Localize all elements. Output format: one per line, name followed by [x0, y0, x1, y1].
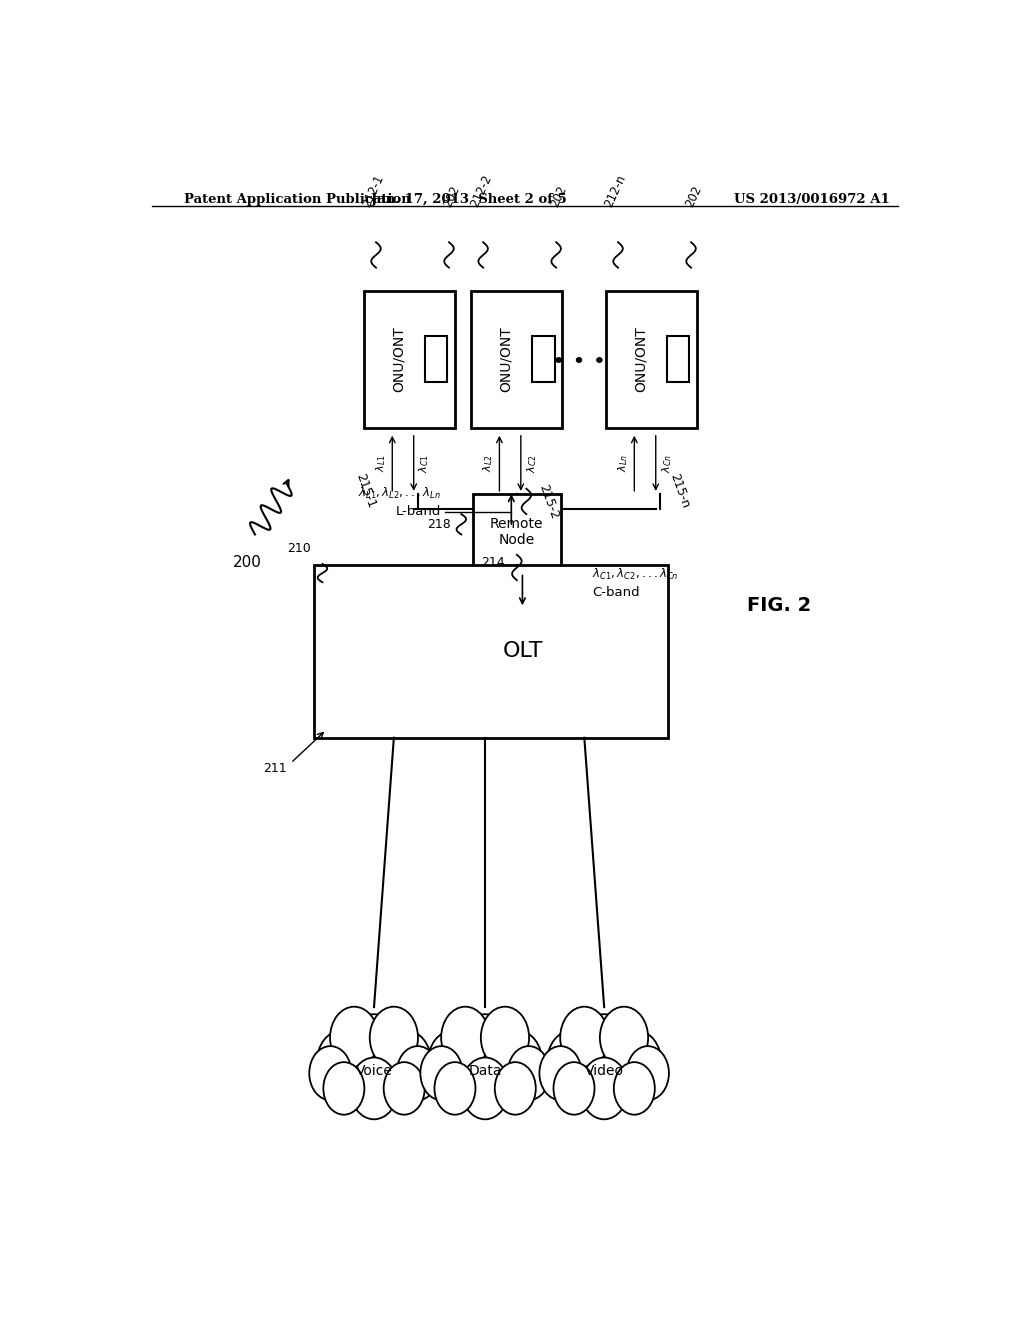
Circle shape: [421, 1047, 463, 1100]
Bar: [314, 565, 668, 738]
Text: Patent Application Publication: Patent Application Publication: [183, 193, 411, 206]
Circle shape: [574, 1014, 634, 1092]
Text: US 2013/0016972 A1: US 2013/0016972 A1: [734, 193, 890, 206]
Circle shape: [600, 1007, 648, 1068]
Text: 211: 211: [263, 762, 287, 775]
Text: $\lambda_{Ln}$: $\lambda_{Ln}$: [616, 454, 631, 473]
Text: 215-n: 215-n: [668, 473, 692, 511]
Bar: [471, 290, 562, 428]
Circle shape: [428, 1030, 479, 1096]
Circle shape: [309, 1047, 351, 1100]
Ellipse shape: [323, 1024, 426, 1101]
Bar: [606, 290, 697, 428]
Text: Video: Video: [585, 1064, 624, 1078]
Text: $\lambda_{C1}, \lambda_{C2}, ...\lambda_{Cn}$: $\lambda_{C1}, \lambda_{C2}, ...\lambda_…: [592, 568, 679, 582]
Text: Data: Data: [468, 1064, 502, 1078]
Text: 214: 214: [481, 556, 505, 569]
Circle shape: [554, 1063, 595, 1114]
Text: OLT: OLT: [503, 642, 543, 661]
Text: $\lambda_{L1}, \lambda_{L2}, ...\lambda_{Ln}$: $\lambda_{L1}, \lambda_{L2}, ...\lambda_…: [358, 486, 441, 500]
Bar: [532, 337, 555, 381]
Circle shape: [434, 1063, 475, 1114]
Circle shape: [344, 1014, 404, 1092]
Circle shape: [610, 1030, 662, 1096]
Text: L-band: L-band: [396, 506, 441, 517]
Text: 210: 210: [287, 541, 310, 554]
Text: 212-n: 212-n: [602, 173, 629, 210]
Circle shape: [540, 1047, 582, 1100]
Text: $\lambda_{C1}$: $\lambda_{C1}$: [418, 454, 431, 473]
Circle shape: [380, 1030, 431, 1096]
Text: 212-2: 212-2: [468, 173, 494, 210]
Circle shape: [316, 1030, 368, 1096]
Text: Voice: Voice: [355, 1064, 392, 1078]
Circle shape: [492, 1030, 543, 1096]
Circle shape: [481, 1007, 529, 1068]
Bar: [365, 290, 456, 428]
Circle shape: [396, 1047, 438, 1100]
Text: • • •: • • •: [552, 351, 606, 372]
Text: C-band: C-band: [592, 586, 640, 599]
Circle shape: [495, 1063, 536, 1114]
Text: $\lambda_{C2}$: $\lambda_{C2}$: [524, 454, 539, 473]
Circle shape: [324, 1063, 365, 1114]
Text: ONU/ONT: ONU/ONT: [499, 326, 513, 392]
Text: Jan. 17, 2013  Sheet 2 of 5: Jan. 17, 2013 Sheet 2 of 5: [372, 193, 567, 206]
Bar: [668, 337, 689, 381]
Text: 202: 202: [683, 183, 705, 210]
Circle shape: [560, 1007, 608, 1068]
Circle shape: [350, 1057, 398, 1119]
Text: ONU/ONT: ONU/ONT: [392, 326, 406, 392]
Circle shape: [330, 1007, 378, 1068]
Ellipse shape: [433, 1024, 537, 1101]
Ellipse shape: [553, 1024, 655, 1101]
Text: $\lambda_{L2}$: $\lambda_{L2}$: [481, 454, 496, 473]
Text: $\lambda_{L1}$: $\lambda_{L1}$: [375, 454, 388, 473]
Text: 212-1: 212-1: [360, 173, 387, 210]
Circle shape: [547, 1030, 598, 1096]
Text: 215-1: 215-1: [353, 473, 378, 511]
Text: FIG. 2: FIG. 2: [746, 597, 811, 615]
Bar: [473, 494, 560, 570]
Text: $\lambda_{Cn}$: $\lambda_{Cn}$: [659, 454, 674, 473]
Text: 200: 200: [232, 554, 261, 570]
Text: Remote
Node: Remote Node: [490, 517, 544, 546]
Text: 215-2: 215-2: [537, 482, 561, 520]
Circle shape: [441, 1007, 489, 1068]
Circle shape: [627, 1047, 669, 1100]
Circle shape: [580, 1057, 629, 1119]
Circle shape: [370, 1007, 418, 1068]
Text: 218: 218: [427, 517, 451, 531]
Circle shape: [461, 1057, 509, 1119]
Circle shape: [508, 1047, 550, 1100]
Text: 202: 202: [548, 183, 569, 210]
Circle shape: [384, 1063, 425, 1114]
Circle shape: [455, 1014, 515, 1092]
Bar: [425, 337, 447, 381]
Text: ONU/ONT: ONU/ONT: [634, 326, 648, 392]
Text: 202: 202: [440, 183, 462, 210]
Circle shape: [613, 1063, 654, 1114]
